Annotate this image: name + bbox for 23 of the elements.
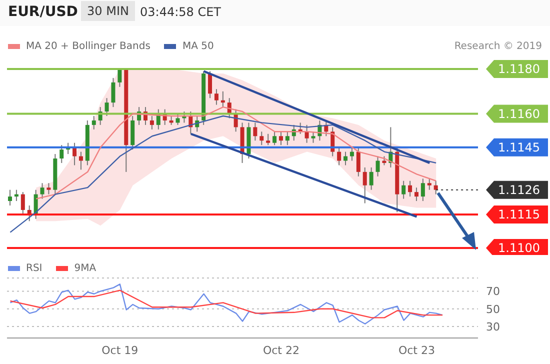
line-series [10, 284, 444, 324]
chart-subtitle: 30 MIN [81, 1, 135, 21]
y-tick-label: 70 [486, 285, 500, 298]
legend-label: RSI [26, 263, 42, 274]
y-tick-label: 1.1160 [498, 106, 540, 121]
chart-title: EUR/USD [8, 4, 78, 20]
y-tick-label: 1.1115 [498, 207, 540, 222]
text: Research © 2019 [454, 41, 542, 52]
x-tick-label: Oct 23 [398, 344, 435, 357]
legend-label: MA 20 + Bollinger Bands [26, 41, 150, 52]
y-tick-label: 50 [486, 302, 500, 316]
line-series [10, 115, 437, 233]
line-series [10, 290, 444, 318]
x-tick-label: Oct 19 [102, 344, 138, 357]
y-tick-label: 1.1180 [498, 62, 540, 76]
text: 03:44:58 CET [140, 5, 221, 19]
legend-label: 9MA [74, 263, 96, 274]
y-tick-label: 1.1126 [498, 182, 540, 197]
x-tick-label: Oct 22 [262, 344, 300, 357]
y-tick-label: 30 [486, 320, 500, 334]
legend-label: MA 50 [182, 41, 214, 52]
y-tick-label: 1.1145 [498, 140, 540, 154]
y-tick-label: 1.1100 [498, 241, 540, 255]
